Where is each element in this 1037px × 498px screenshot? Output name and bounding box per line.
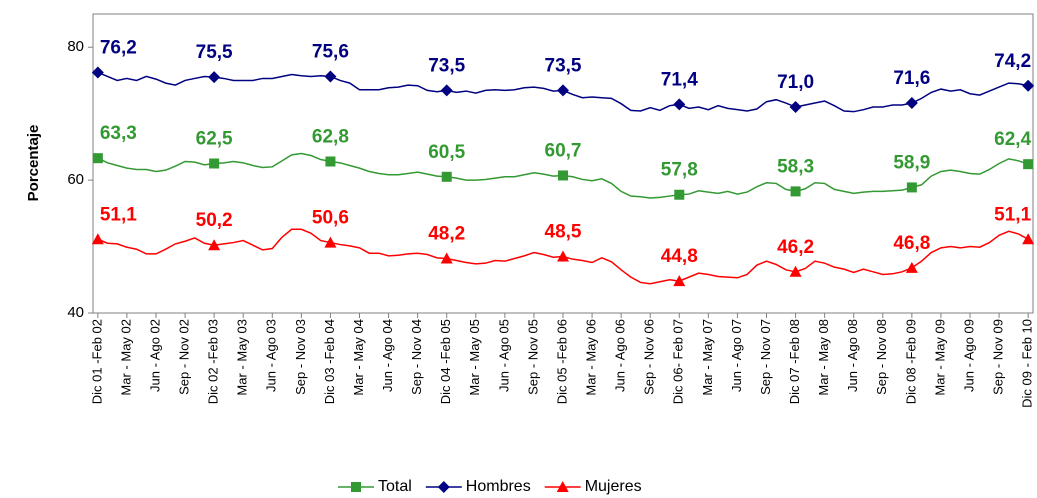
marker [324,236,337,248]
marker [441,171,452,182]
x-tick-label: Mar - May 08 [816,319,831,396]
data-label: 60,5 [428,142,465,163]
marker [558,170,568,181]
marker [789,101,802,114]
x-tick-label: Dic 06- Feb 07 [671,319,686,404]
marker [905,261,918,273]
marker [440,84,453,97]
x-tick-label: Dic 02 -Feb 03 [206,319,221,404]
marker [789,265,802,277]
x-tick-label: Mar - May 09 [932,319,947,396]
x-tick-label: Jun - Ago 03 [264,319,279,392]
x-tick-label: Sep - Nov 06 [642,319,657,395]
x-tick-label: Jun - Ago 04 [380,319,395,392]
data-label: 58,3 [777,156,814,177]
x-tick-label: Jun - Ago 07 [729,319,744,392]
marker [790,186,801,197]
marker [674,189,685,200]
data-label: 46,8 [893,233,930,254]
legend-label: Total [378,478,412,495]
data-label: 63,3 [100,123,137,144]
x-tick-label: Dic 08 -Feb 09 [903,319,918,404]
data-label: 48,5 [545,222,582,243]
x-tick-label: Mar - May 05 [467,319,482,396]
data-label: 71,0 [777,72,814,93]
data-label: 74,2 [994,51,1031,72]
data-label: 75,6 [312,41,349,62]
x-tick-label: Jun - Ago 06 [613,319,628,392]
data-label: 51,1 [100,204,137,225]
data-label: 73,5 [545,55,582,76]
data-label: 73,5 [428,55,465,76]
data-label: 51,1 [994,204,1031,225]
x-tick-label: Sep - Nov 03 [293,319,308,395]
x-tick-label: Jun - Ago 09 [961,319,976,392]
data-label: 50,6 [312,208,349,229]
y-tick-label: 40 [67,304,84,321]
x-tick-label: Jun - Ago 05 [496,319,511,392]
marker [556,481,569,492]
x-tick-label: Sep - Nov 02 [176,319,191,395]
marker [351,482,361,492]
data-label: 57,8 [661,160,698,181]
legend-label: Hombres [466,478,531,495]
marker [673,98,686,111]
x-tick-label: Dic 04 -Feb 05 [438,319,453,404]
marker [437,481,450,493]
x-tick-label: Sep - Nov 09 [991,319,1006,395]
x-tick-label: Mar - May 07 [700,319,715,396]
marker [1022,79,1035,92]
x-tick-label: Dic 01 -Feb 02 [89,319,104,404]
x-tick-label: Dic 03 -Feb 04 [322,319,337,404]
data-label: 58,9 [893,152,930,173]
marker [208,239,221,251]
x-tick-label: Dic 05 -Feb 06 [554,319,569,404]
data-label: 62,4 [994,129,1031,150]
x-tick-label: Dic 09 - Feb 10 [1020,319,1035,408]
marker [905,97,918,110]
x-tick-label: Jun - Ago 02 [147,319,162,392]
marker [209,158,220,169]
data-label: 44,8 [661,246,698,267]
marker [208,71,221,84]
marker [440,252,453,264]
data-label: 60,7 [545,140,582,161]
marker [1022,233,1035,245]
data-label: 62,5 [196,129,233,150]
x-tick-label: Mar - May 04 [351,319,366,396]
marker [324,70,337,83]
marker [1023,159,1034,170]
data-label: 50,2 [196,210,233,231]
x-tick-label: Mar - May 02 [118,319,133,396]
marker [91,233,104,245]
legend-label: Mujeres [585,478,642,495]
y-tick-label: 60 [67,171,84,188]
x-tick-label: Sep - Nov 05 [525,319,540,395]
x-tick-label: Dic 07 -Feb 08 [787,319,802,404]
marker [906,182,917,193]
marker [557,84,569,97]
data-label: 48,2 [428,224,465,245]
data-label: 71,6 [893,68,930,89]
plot-area [92,13,1034,314]
marker [91,66,104,79]
marker [325,156,336,167]
y-axis-title: Porcentaje [25,125,42,202]
x-tick-label: Sep - Nov 08 [874,319,889,395]
marker [557,250,569,262]
y-tick-label: 80 [67,38,84,55]
x-tick-label: Sep - Nov 07 [758,319,773,395]
x-tick-label: Mar - May 06 [584,319,599,396]
data-label: 46,2 [777,237,814,258]
x-tick-label: Jun - Ago 08 [845,319,860,392]
x-tick-label: Mar - May 03 [235,319,250,396]
marker [673,275,686,287]
marker [92,153,103,164]
data-label: 75,5 [196,42,233,63]
data-label: 62,8 [312,127,349,148]
x-tick-label: Sep - Nov 04 [409,319,424,395]
data-label: 71,4 [661,69,698,90]
data-label: 76,2 [100,37,137,58]
